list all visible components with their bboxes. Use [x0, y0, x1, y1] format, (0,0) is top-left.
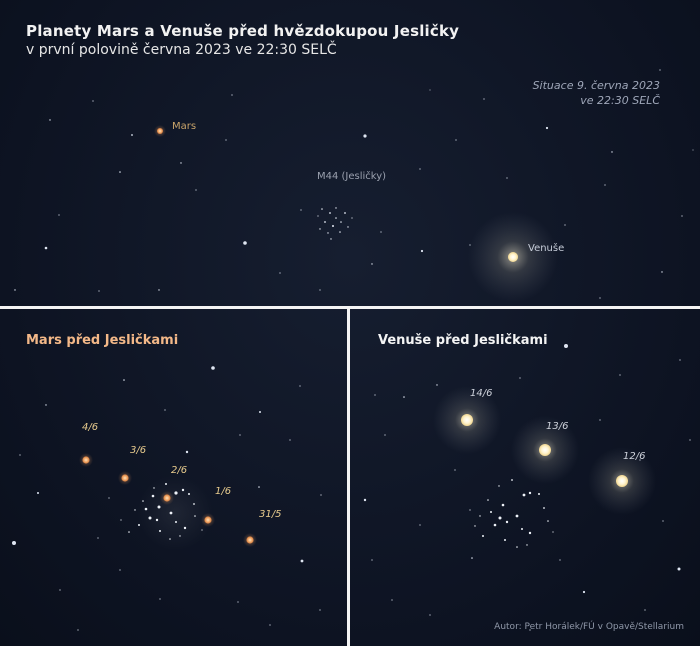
author-credit: Autor: Petr Horálek/FÚ v Opavě/Stellariu…	[494, 622, 684, 632]
top-cluster-stars	[317, 207, 353, 240]
page-title: Planety Mars a Venuše před hvězdokupou J…	[26, 22, 460, 40]
venus-panel-stars	[363, 344, 691, 631]
label-venus: Venuše	[528, 243, 565, 254]
mars-date-label: 3/6	[130, 445, 147, 456]
mars-date-label: 2/6	[171, 465, 188, 476]
mars-panel-cluster-glow	[137, 475, 213, 551]
mars-date-label: 4/6	[82, 422, 99, 433]
mars-panel-cluster-stars	[120, 483, 203, 540]
horizontal-divider	[0, 306, 700, 309]
venus-panel-cluster-stars	[469, 479, 554, 548]
mars-date-label: 1/6	[215, 486, 232, 497]
label-mars: Mars	[172, 121, 197, 132]
vertical-divider	[347, 308, 350, 646]
venus-positions	[433, 386, 656, 515]
label-cluster-m44: M44 (Jesličky)	[317, 171, 387, 182]
top-venus-planet	[508, 252, 518, 262]
mars-date-label: 31/5	[259, 509, 282, 520]
venus-panel-title: Venuše před Jesličkami	[378, 333, 548, 348]
page-subtitle: v první polovině června 2023 ve 22:30 SE…	[26, 42, 337, 58]
mars-positions	[79, 453, 257, 547]
mars-panel-title: Mars před Jesličkami	[26, 333, 179, 348]
situation-date: Situace 9. června 2023	[532, 79, 660, 92]
situation-time: ve 22:30 SELČ	[580, 94, 660, 107]
mars-panel-stars	[12, 366, 322, 631]
top-mars-planet	[157, 128, 163, 134]
situation-note: Situace 9. června 2023 ve 22:30 SELČ	[533, 78, 660, 108]
venus-date-label: 14/6	[470, 388, 493, 399]
top-panel-stars	[14, 69, 694, 299]
venus-date-label: 13/6	[546, 421, 569, 432]
venus-date-label: 12/6	[623, 451, 646, 462]
